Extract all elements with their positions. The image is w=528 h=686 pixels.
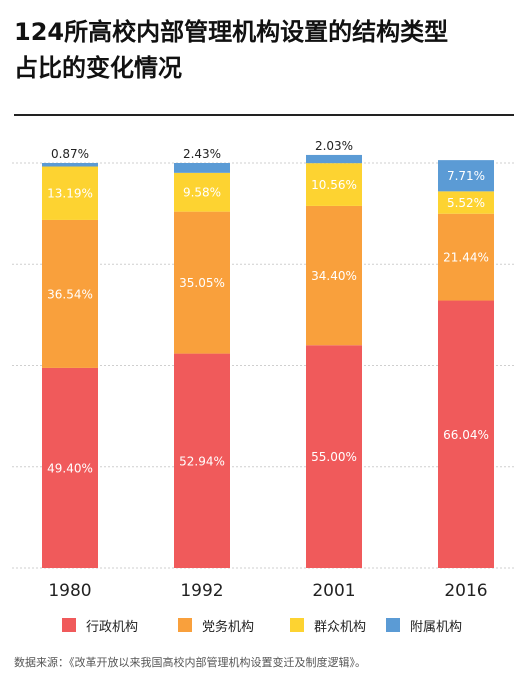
legend-item-party: 党务机构 — [178, 612, 254, 638]
data-label: 2.03% — [315, 139, 353, 153]
legend-label: 党务机构 — [202, 619, 255, 635]
x-tick-label: 1980 — [48, 581, 91, 601]
data-source-note: 数据来源：《改革开放以来我国高校内部管理机构设置变迁及制度逻辑》。 — [14, 656, 366, 669]
bar-segment — [306, 163, 362, 206]
x-tick-label: 2001 — [312, 581, 355, 601]
legend-label: 群众机构 — [314, 619, 367, 635]
bar-segment — [306, 345, 362, 568]
data-label: 36.54% — [47, 287, 93, 301]
bar-segment — [42, 166, 98, 220]
data-label: 13.19% — [47, 187, 93, 201]
chart-title-line-1: 124所高校内部管理机构设置的结构类型 — [14, 18, 449, 46]
data-labels: 49.40% 36.54% 13.19% 0.87% 52.94% 35.05% 9.58%… — [47, 139, 489, 476]
bar-segment — [306, 205, 362, 346]
x-tick-label: 2016 — [444, 581, 487, 601]
x-tick-label: 1992 — [180, 581, 223, 601]
bar-segment — [42, 163, 98, 167]
legend-item-administrative: 行政机构 — [62, 612, 138, 638]
data-label: 0.87% — [51, 147, 89, 161]
bar-segment — [438, 191, 494, 214]
chart-title-line-2: 占比的变化情况 — [14, 54, 182, 82]
data-label: 35.05% — [179, 276, 225, 290]
data-label: 9.58% — [183, 186, 221, 200]
bar-segment — [174, 163, 230, 173]
data-label: 10.56% — [311, 178, 357, 192]
data-label: 49.40% — [47, 461, 93, 475]
legend-item-affiliated: 附属机构 — [386, 612, 462, 638]
bar-segment — [174, 211, 230, 354]
chart-title: 124所高校内部管理机构设置的结构类型 占比的变化情况 — [14, 14, 514, 86]
title-divider — [14, 114, 514, 116]
data-label: 2.43% — [183, 147, 221, 161]
bar-segment — [42, 367, 98, 568]
legend-label: 附属机构 — [410, 619, 463, 635]
bar-segment — [174, 172, 230, 212]
data-label: 7.71% — [447, 169, 485, 183]
data-label: 55.00% — [311, 450, 357, 464]
legend-swatch — [62, 618, 76, 632]
bar-stacks — [42, 154, 494, 568]
legend-label: 行政机构 — [86, 619, 139, 635]
bar-segment — [42, 219, 98, 368]
legend-swatch — [178, 618, 192, 632]
bar-segment — [438, 160, 494, 192]
data-label: 52.94% — [179, 454, 225, 468]
bar-segment — [438, 213, 494, 301]
bar-segment — [306, 154, 362, 164]
chart-legend: 行政机构 党务机构 群众机构 附属机构 — [0, 612, 528, 638]
bar-segment — [438, 300, 494, 568]
data-label: 21.44% — [443, 251, 489, 265]
bar-segment — [174, 353, 230, 568]
legend-swatch — [290, 618, 304, 632]
data-label: 5.52% — [447, 196, 485, 210]
data-label: 34.40% — [311, 269, 357, 283]
stacked-bar-chart: 49.40% 36.54% 13.19% 0.87% 52.94% 35.05% 9.58%… — [12, 139, 516, 601]
x-axis: 1980 1992 2001 2016 — [48, 581, 487, 601]
legend-item-mass: 群众机构 — [290, 612, 366, 638]
data-label: 66.04% — [443, 428, 489, 442]
legend-swatch — [386, 618, 400, 632]
